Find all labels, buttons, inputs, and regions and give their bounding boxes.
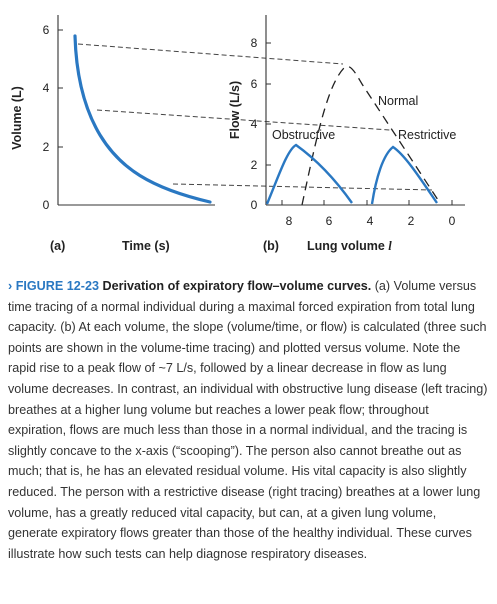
panel-b-ytick: 8	[251, 36, 258, 50]
normal-curve	[301, 65, 441, 206]
derivation-line-low	[172, 183, 433, 191]
derivation-line-mid	[96, 109, 391, 131]
restrictive-curve	[370, 145, 438, 205]
figure-title: Derivation of expiratory flow–volume cur…	[102, 279, 372, 293]
figure-caption: › FIGURE 12-23 Derivation of expiratory …	[8, 276, 488, 564]
label-restrictive: Restrictive	[398, 128, 456, 142]
panel-b-ytick: 0	[251, 198, 258, 212]
panel-a-ylabel: Volume (L)	[10, 86, 24, 150]
panel-b-ytick: 4	[251, 117, 258, 131]
panel-b-tag: (b)	[263, 239, 279, 253]
panel-a-ytick: 2	[43, 140, 50, 154]
panel-a-ytick: 6	[43, 23, 50, 37]
panel-b-xtick-label: 6	[326, 214, 333, 228]
panel-b-ytick: 2	[251, 158, 258, 172]
volume-time-curve	[73, 34, 212, 204]
panel-b-xtick-label: 2	[408, 214, 415, 228]
panel-b-xlabel-text: Lung volume	[307, 239, 385, 253]
panel-b-xtick-label: 8	[286, 214, 293, 228]
flow-volume-figure: 6 4 2 0 Volume (L) (a) Time (s) 8 6 4 2 …	[10, 15, 465, 253]
label-obstructive: Obstructive	[272, 128, 335, 142]
obstructive-curve	[265, 143, 353, 205]
panel-b-xlabel-symbol: l	[388, 239, 392, 253]
panel-b: 8 6 4 2 0 Flow (L/s) 8 6 4 2 0 Normal Ob…	[228, 15, 465, 253]
panel-b-xlabel: Lung volume l	[307, 239, 392, 253]
derivation-lines	[77, 43, 433, 191]
label-normal: Normal	[378, 94, 418, 108]
panel-b-ytick: 6	[251, 77, 258, 91]
panel-a-tag: (a)	[50, 239, 65, 253]
panel-a-xlabel: Time (s)	[122, 239, 170, 253]
derivation-line-high	[77, 43, 344, 65]
caption-body: (a) Volume versus time tracing of a norm…	[8, 279, 488, 561]
panel-a: 6 4 2 0 Volume (L) (a) Time (s)	[10, 15, 215, 253]
panel-a-ytick: 4	[43, 81, 50, 95]
figure-number: › FIGURE 12-23	[8, 279, 99, 293]
panel-b-xtick-label: 4	[367, 214, 374, 228]
panel-a-ytick: 0	[43, 198, 50, 212]
panel-b-xtick-label: 0	[449, 214, 456, 228]
panel-b-ylabel: Flow (L/s)	[228, 81, 242, 139]
